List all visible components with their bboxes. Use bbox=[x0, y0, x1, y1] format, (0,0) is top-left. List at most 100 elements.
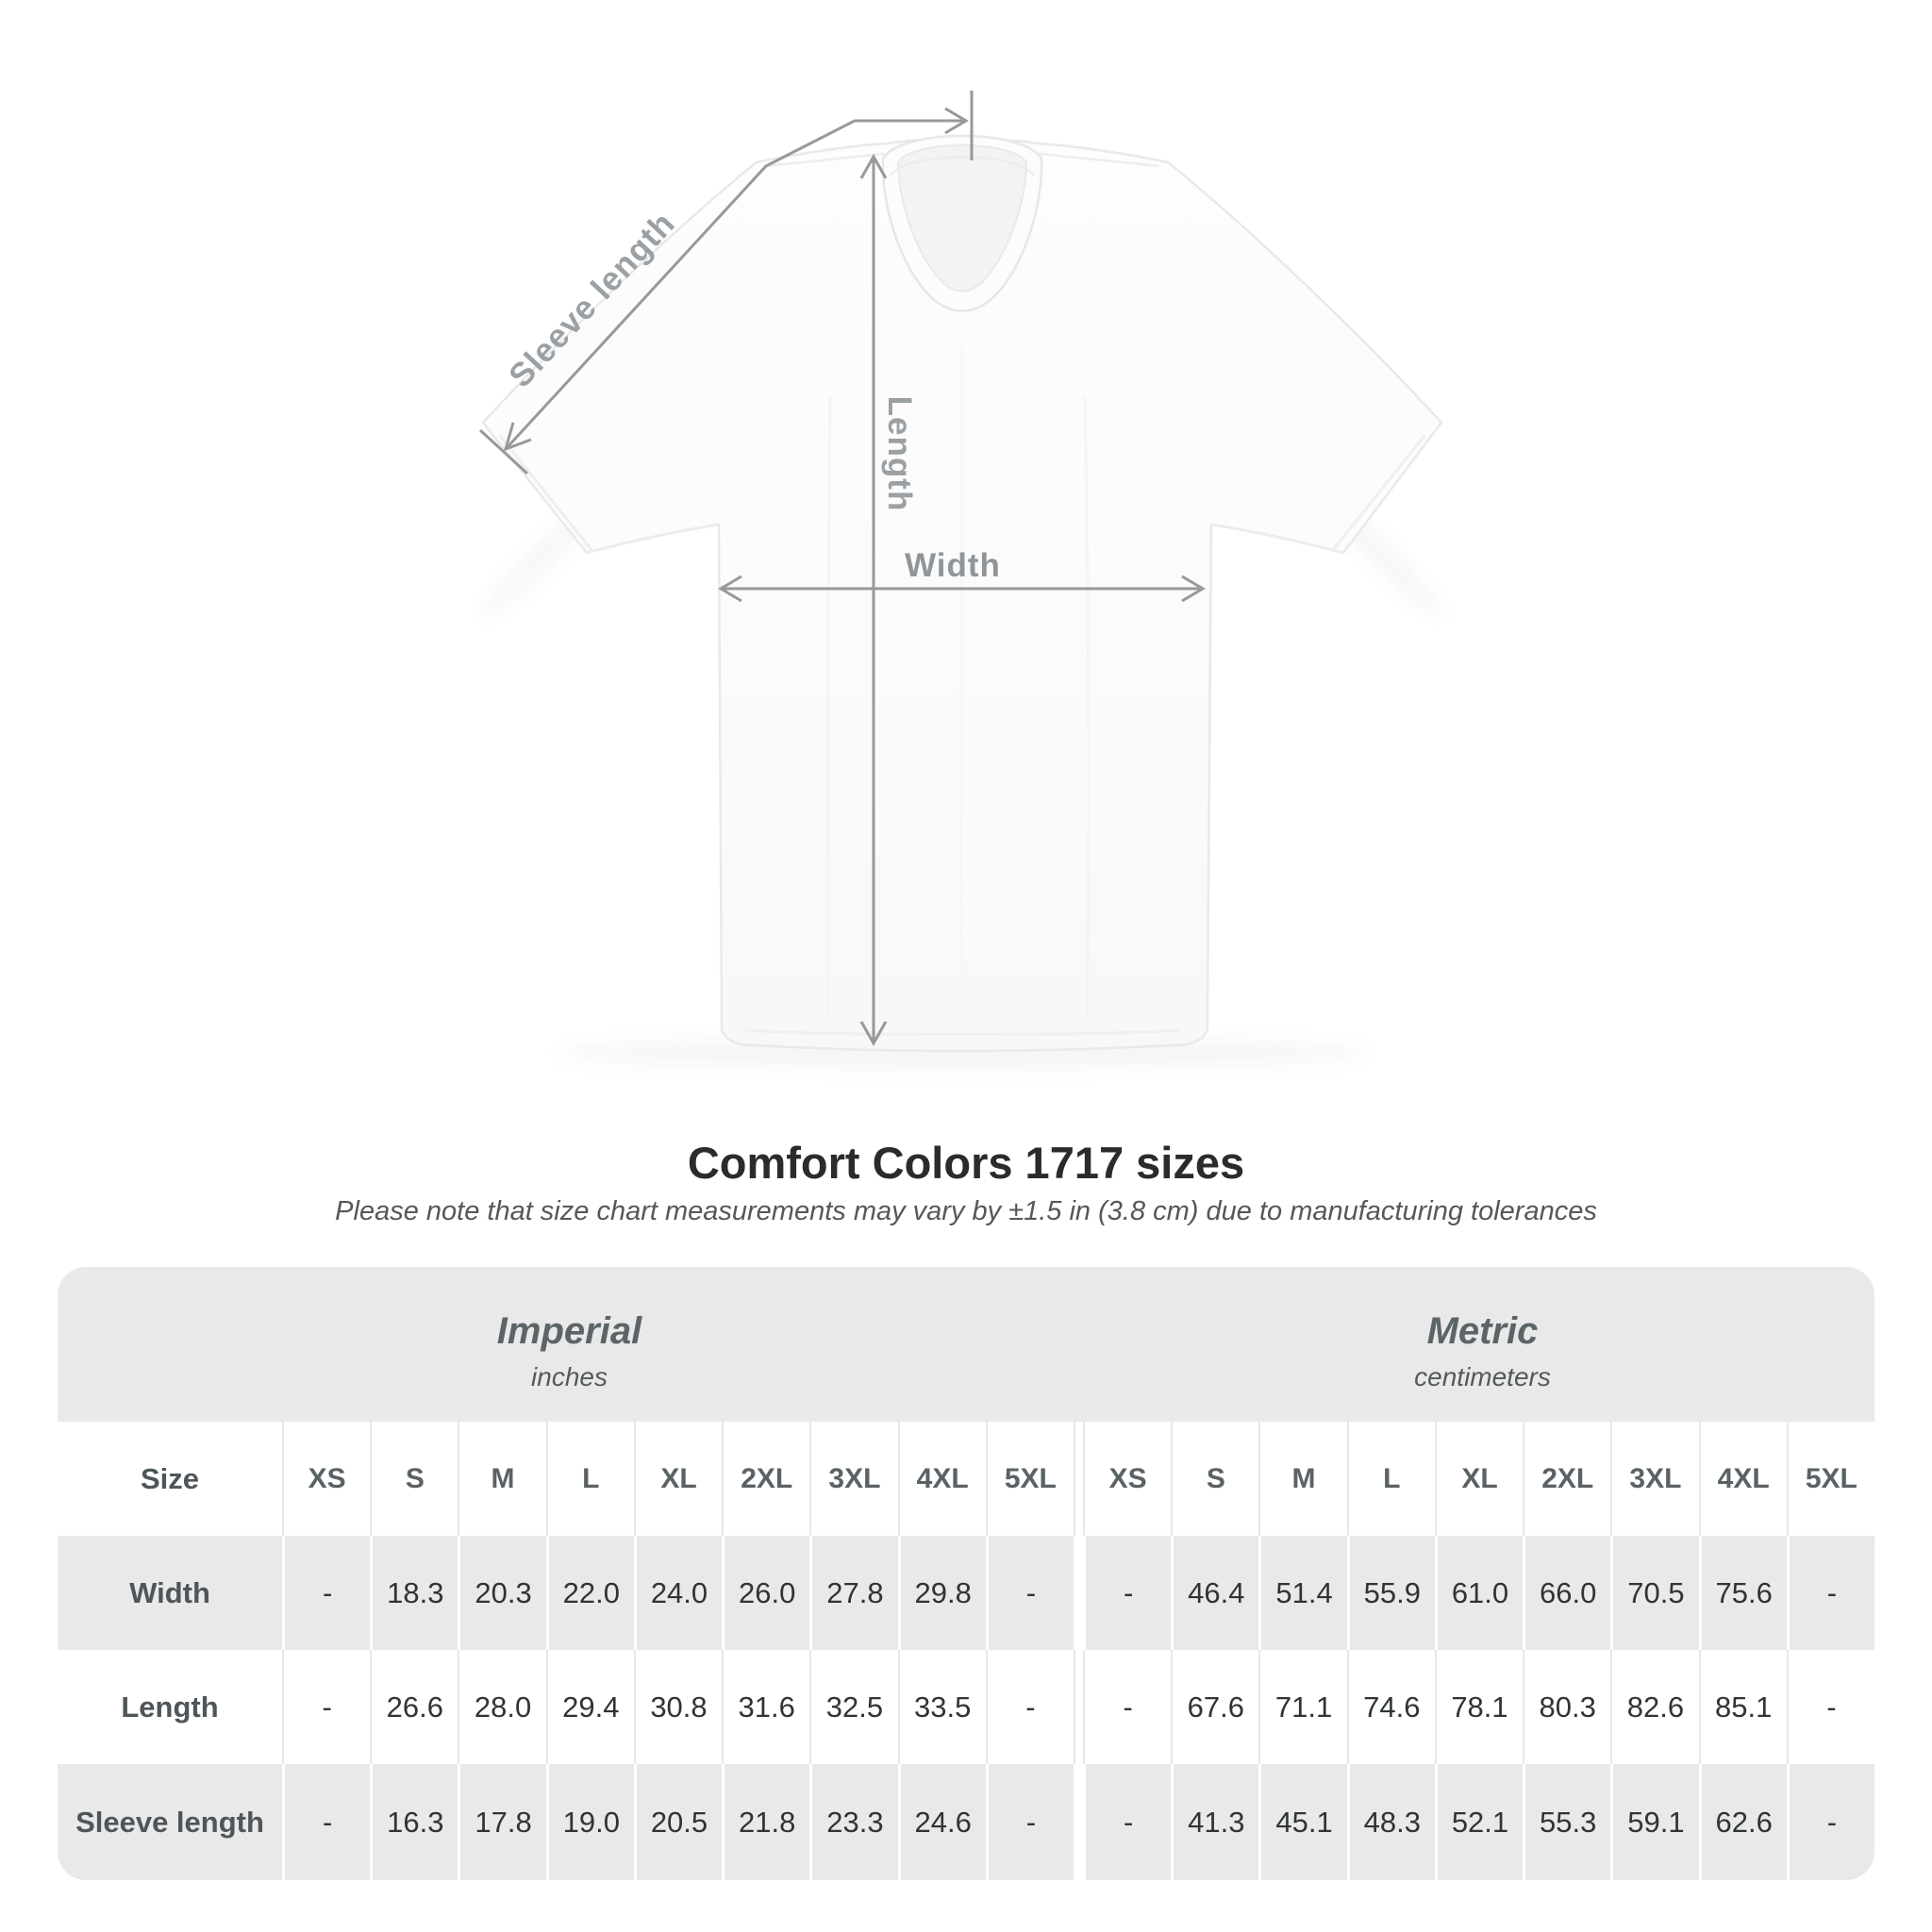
cell-sleeve-length-imperial-l: 19.0 bbox=[545, 1764, 634, 1880]
cell-sleeve-length-imperial-xs: - bbox=[282, 1764, 370, 1880]
cell-sleeve-length-imperial-4xl: 24.6 bbox=[897, 1764, 986, 1880]
size-header-metric-3xl: 3XL bbox=[1610, 1422, 1698, 1536]
cell-sleeve-length-metric-s: 41.3 bbox=[1171, 1764, 1258, 1880]
cell-length-imperial-3xl: 32.5 bbox=[809, 1650, 897, 1764]
page-subtitle: Please note that size chart measurements… bbox=[335, 1196, 1597, 1226]
cell-length-imperial-l: 29.4 bbox=[545, 1650, 634, 1764]
cell-length-imperial-xs: - bbox=[282, 1650, 370, 1764]
table-row: Width -18.3 20.3 22.0 24.0 26.0 27.8 29.8- -46.4… bbox=[58, 1536, 1874, 1650]
table-row: Length -26.6 28.0 29.4 30.8 31.6 32.5 33.5- -67.… bbox=[58, 1650, 1874, 1764]
section-divider bbox=[1073, 1422, 1083, 1536]
cell-sleeve-length-metric-2xl: 55.3 bbox=[1523, 1764, 1610, 1880]
cell-sleeve-length-metric-3xl: 59.1 bbox=[1610, 1764, 1698, 1880]
cell-length-metric-s: 67.6 bbox=[1171, 1650, 1258, 1764]
size-header-imperial-l: L bbox=[545, 1422, 634, 1536]
cell-length-imperial-s: 26.6 bbox=[370, 1650, 458, 1764]
cell-length-metric-xs: - bbox=[1082, 1650, 1171, 1764]
cell-length-imperial-xl: 30.8 bbox=[633, 1650, 722, 1764]
cell-width-metric-2xl: 66.0 bbox=[1523, 1536, 1610, 1650]
size-header-imperial-3xl: 3XL bbox=[809, 1422, 897, 1536]
size-header-metric-l: L bbox=[1346, 1422, 1435, 1536]
cell-width-imperial-m: 20.3 bbox=[458, 1536, 545, 1650]
sleeve-length-dimension-line bbox=[478, 91, 974, 475]
cell-length-metric-4xl: 85.1 bbox=[1698, 1650, 1787, 1764]
row-label-length: Length bbox=[121, 1690, 219, 1724]
length-label: Length bbox=[881, 395, 918, 512]
cell-length-imperial-5xl: - bbox=[985, 1650, 1074, 1764]
size-header-metric-xs: XS bbox=[1082, 1422, 1171, 1536]
cell-length-metric-xl: 78.1 bbox=[1434, 1650, 1523, 1764]
metric-section-title: Metric bbox=[1426, 1310, 1539, 1352]
size-header-imperial-xs: XS bbox=[282, 1422, 370, 1536]
cell-length-imperial-4xl: 33.5 bbox=[897, 1650, 986, 1764]
section-divider bbox=[1073, 1536, 1083, 1650]
cell-sleeve-length-metric-5xl: - bbox=[1786, 1764, 1874, 1880]
cell-width-metric-3xl: 70.5 bbox=[1610, 1536, 1698, 1650]
cell-width-imperial-5xl: - bbox=[985, 1536, 1074, 1650]
cell-sleeve-length-metric-xs: - bbox=[1082, 1764, 1171, 1880]
size-header-metric-4xl: 4XL bbox=[1698, 1422, 1787, 1536]
size-header-imperial-m: M bbox=[458, 1422, 545, 1536]
cell-length-metric-2xl: 80.3 bbox=[1523, 1650, 1610, 1764]
cell-width-metric-xl: 61.0 bbox=[1434, 1536, 1523, 1650]
cell-width-imperial-3xl: 27.8 bbox=[809, 1536, 897, 1650]
size-header-metric-m: M bbox=[1258, 1422, 1346, 1536]
cell-width-imperial-l: 22.0 bbox=[545, 1536, 634, 1650]
cell-sleeve-length-imperial-3xl: 23.3 bbox=[809, 1764, 897, 1880]
tshirt-diagram bbox=[478, 91, 1443, 1053]
size-header-metric-xl: XL bbox=[1434, 1422, 1523, 1536]
cell-width-imperial-xl: 24.0 bbox=[633, 1536, 722, 1650]
cell-length-metric-5xl: - bbox=[1786, 1650, 1874, 1764]
metric-section-unit: centimeters bbox=[1414, 1362, 1551, 1391]
cell-width-imperial-s: 18.3 bbox=[370, 1536, 458, 1650]
size-header-metric-2xl: 2XL bbox=[1523, 1422, 1610, 1536]
length-dimension-line bbox=[859, 153, 888, 1047]
cell-width-imperial-4xl: 29.8 bbox=[897, 1536, 986, 1650]
tshirt-illustration bbox=[481, 134, 1443, 1053]
table-row: Size XS S M L XL 2XL 3XL 4XL 5XL XS S M L XL 2XL 3XL 4XL 5… bbox=[58, 1422, 1874, 1536]
cell-sleeve-length-metric-m: 45.1 bbox=[1258, 1764, 1346, 1880]
cell-length-metric-m: 71.1 bbox=[1258, 1650, 1346, 1764]
cell-width-metric-xs: - bbox=[1082, 1536, 1171, 1650]
row-label-width: Width bbox=[129, 1575, 210, 1609]
size-column-header: Size bbox=[140, 1461, 200, 1495]
cell-length-imperial-m: 28.0 bbox=[458, 1650, 545, 1764]
cell-sleeve-length-imperial-2xl: 21.8 bbox=[722, 1764, 809, 1880]
width-dimension-line bbox=[718, 575, 1206, 603]
size-header-imperial-4xl: 4XL bbox=[897, 1422, 986, 1536]
cell-width-metric-l: 55.9 bbox=[1346, 1536, 1435, 1650]
section-header-metric: Metric centimeters bbox=[1091, 1267, 1874, 1422]
size-header-metric-5xl: 5XL bbox=[1786, 1422, 1874, 1536]
page-title: Comfort Colors 1717 sizes bbox=[687, 1138, 1245, 1188]
width-label: Width bbox=[905, 547, 1001, 584]
cell-sleeve-length-metric-xl: 52.1 bbox=[1434, 1764, 1523, 1880]
cell-sleeve-length-metric-l: 48.3 bbox=[1346, 1764, 1435, 1880]
cell-width-imperial-2xl: 26.0 bbox=[722, 1536, 809, 1650]
size-header-imperial-xl: XL bbox=[633, 1422, 722, 1536]
size-header-imperial-2xl: 2XL bbox=[722, 1422, 809, 1536]
table-body: Size XS S M L XL 2XL 3XL 4XL 5XL XS S M L XL 2XL 3XL 4XL 5… bbox=[58, 1422, 1874, 1880]
table-header-band: Imperial inches Metric centimeters bbox=[58, 1267, 1874, 1422]
cell-sleeve-length-imperial-m: 17.8 bbox=[458, 1764, 545, 1880]
cell-width-metric-4xl: 75.6 bbox=[1698, 1536, 1787, 1650]
cell-length-metric-l: 74.6 bbox=[1346, 1650, 1435, 1764]
cell-width-metric-s: 46.4 bbox=[1171, 1536, 1258, 1650]
cell-sleeve-length-imperial-5xl: - bbox=[985, 1764, 1074, 1880]
cell-sleeve-length-metric-4xl: 62.6 bbox=[1698, 1764, 1787, 1880]
cell-sleeve-length-imperial-s: 16.3 bbox=[370, 1764, 458, 1880]
table-row: Sleeve length -16.3 17.8 19.0 20.5 21.8 23.3 24… bbox=[58, 1764, 1874, 1880]
size-header-imperial-5xl: 5XL bbox=[985, 1422, 1074, 1536]
size-header-metric-s: S bbox=[1171, 1422, 1258, 1536]
collar bbox=[881, 134, 1043, 312]
imperial-section-title: Imperial bbox=[496, 1310, 642, 1352]
section-divider bbox=[1073, 1764, 1083, 1880]
cell-width-metric-5xl: - bbox=[1786, 1536, 1874, 1650]
cell-sleeve-length-imperial-xl: 20.5 bbox=[633, 1764, 722, 1880]
imperial-section-unit: inches bbox=[531, 1362, 608, 1391]
row-label-sleeve-length: Sleeve length bbox=[75, 1806, 264, 1839]
section-header-imperial: Imperial inches bbox=[58, 1267, 1081, 1422]
size-chart-table: Imperial inches Metric centimeters Size X… bbox=[58, 1267, 1874, 1880]
cell-width-metric-m: 51.4 bbox=[1258, 1536, 1346, 1650]
cell-width-imperial-xs: - bbox=[282, 1536, 370, 1650]
